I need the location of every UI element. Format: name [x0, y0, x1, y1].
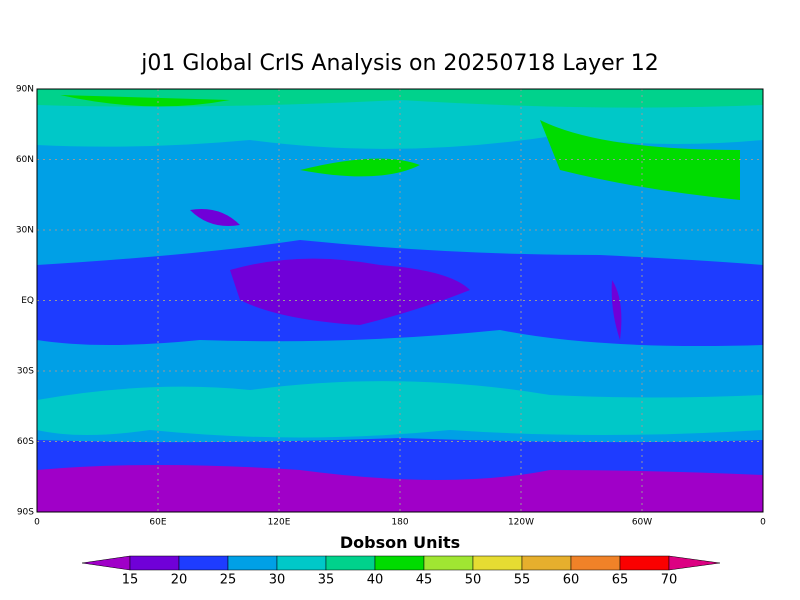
lat-label: 60S [17, 437, 34, 447]
title: j01 Global CrIS Analysis on 20250718 Lay… [140, 51, 658, 76]
colorbar-level: 20 [171, 573, 188, 588]
lon-label: 180 [391, 518, 408, 528]
lat-label: 90S [17, 508, 34, 518]
lon-label: 120W [508, 518, 534, 528]
colorbar-box [325, 555, 376, 571]
colorbar-level: 55 [514, 573, 531, 588]
colorbar-level: 70 [661, 573, 678, 588]
colorbar-box [129, 555, 180, 571]
lat-label: 30N [16, 226, 34, 236]
lon-label: 0 [34, 518, 40, 528]
colorbar-under [81, 555, 131, 571]
colorbar-box [423, 555, 474, 571]
band-green [60, 95, 740, 200]
colorbar-level: 30 [269, 573, 286, 588]
colorbar-level: 45 [416, 573, 433, 588]
colorbar-box [227, 555, 278, 571]
graticule [37, 89, 763, 512]
colorbar: 15 20 25 30 35 40 45 50 55 60 65 70 [81, 555, 721, 588]
band-midsouth [37, 381, 763, 438]
map-frame [36, 88, 764, 513]
colorbar-level: 15 [122, 573, 139, 588]
colorbar-box [521, 555, 572, 571]
band-polar [37, 89, 763, 108]
lat-label: 60N [16, 155, 34, 165]
colorbar-box [619, 555, 670, 571]
lon-label: 60W [632, 518, 652, 528]
colorbar-box [276, 555, 327, 571]
lat-label: EQ [21, 296, 34, 306]
lat-label: 30S [17, 367, 34, 377]
band-antarctic [37, 465, 763, 512]
colorbar-level: 40 [367, 573, 384, 588]
colorbar-box [374, 555, 425, 571]
colorbar-label: Dobson Units [340, 533, 460, 552]
lon-label: 0 [760, 518, 766, 528]
colorbar-level: 35 [318, 573, 335, 588]
colorbar-level: 25 [220, 573, 237, 588]
lon-label: 120E [268, 518, 291, 528]
colorbar-level: 65 [612, 573, 629, 588]
colorbar-box [570, 555, 621, 571]
band-low [190, 209, 622, 340]
colorbar-box [178, 555, 229, 571]
lon-label: 60E [149, 518, 166, 528]
colorbar-box [472, 555, 523, 571]
lat-label: 90N [16, 85, 34, 95]
colorbar-over [668, 555, 721, 571]
colorbar-level: 50 [465, 573, 482, 588]
colorbar-level: 60 [563, 573, 580, 588]
